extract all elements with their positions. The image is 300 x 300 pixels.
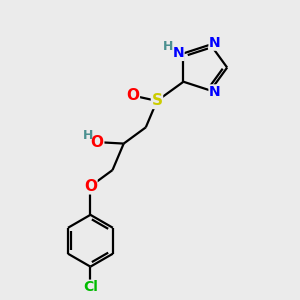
Text: Cl: Cl: [83, 280, 98, 294]
Text: S: S: [152, 93, 163, 108]
Text: O: O: [126, 88, 139, 103]
Text: H: H: [163, 40, 173, 53]
Text: O: O: [91, 135, 104, 150]
Text: H: H: [83, 129, 94, 142]
Text: O: O: [84, 179, 97, 194]
Text: N: N: [209, 36, 221, 50]
Text: N: N: [209, 85, 221, 99]
Text: N: N: [172, 46, 184, 60]
